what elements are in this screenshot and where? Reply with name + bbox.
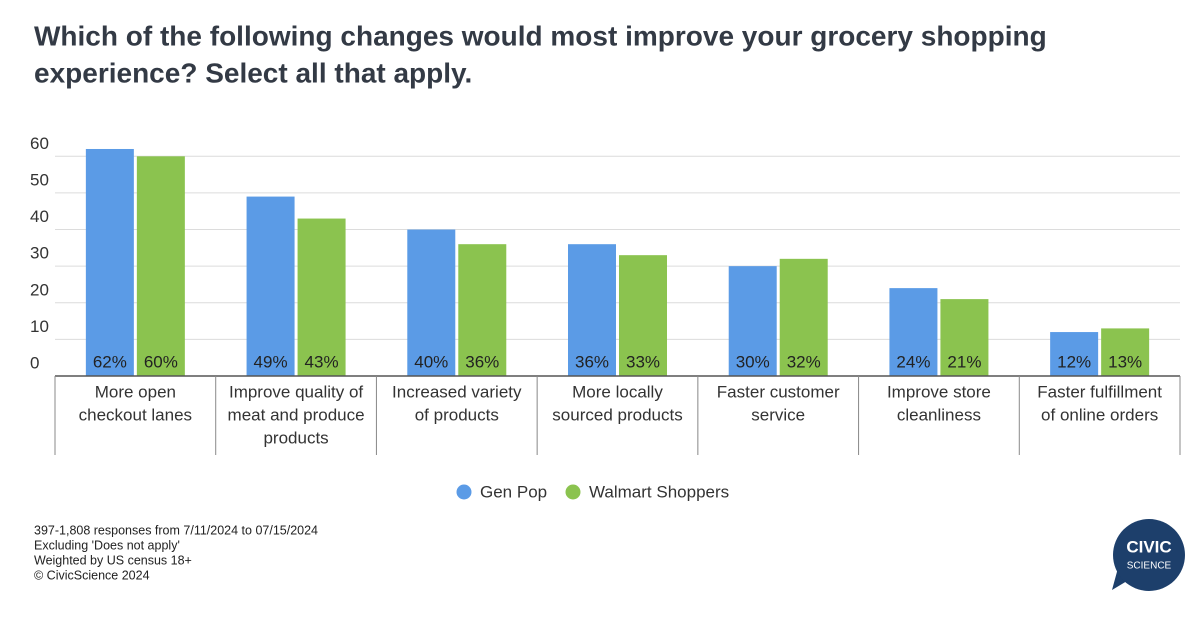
value-label: 32% xyxy=(787,352,821,371)
value-label: 21% xyxy=(947,352,981,371)
bar xyxy=(246,196,295,376)
x-tick-label: sourced products xyxy=(552,405,682,424)
x-tick-label: products xyxy=(263,428,328,447)
value-label: 33% xyxy=(626,352,660,371)
bar xyxy=(297,218,346,376)
bar xyxy=(85,148,134,376)
bar xyxy=(407,229,456,376)
value-label: 13% xyxy=(1108,352,1142,371)
x-tick-label: Faster customer xyxy=(717,382,840,401)
value-label: 30% xyxy=(736,352,770,371)
bar xyxy=(1050,332,1099,376)
bar xyxy=(779,258,828,376)
y-tick-label: 0 xyxy=(30,353,39,372)
bar xyxy=(136,156,185,376)
x-tick-label: of products xyxy=(415,405,499,424)
x-tick-label: service xyxy=(751,405,805,424)
x-tick-label: More locally xyxy=(572,382,663,401)
x-tick-label: checkout lanes xyxy=(79,405,192,424)
chart-title: Which of the following changes would mos… xyxy=(34,20,1047,51)
x-tick-label: Faster fulfillment xyxy=(1037,382,1162,401)
footnote: 397-1,808 responses from 7/11/2024 to 07… xyxy=(34,523,318,537)
footnote: Excluding 'Does not apply' xyxy=(34,538,180,552)
value-label: 12% xyxy=(1057,352,1091,371)
legend-label: Walmart Shoppers xyxy=(589,482,729,501)
logo: CIVIC SCIENCE xyxy=(1112,519,1185,591)
y-tick-label: 30 xyxy=(30,244,49,263)
value-label: 36% xyxy=(465,352,499,371)
x-tick-label: Increased variety xyxy=(392,382,522,401)
x-tick-label: Improve store xyxy=(887,382,991,401)
legend-marker xyxy=(565,484,581,500)
value-label: 43% xyxy=(305,352,339,371)
y-tick-label: 20 xyxy=(30,280,49,299)
x-tick-label: of online orders xyxy=(1041,405,1158,424)
bar xyxy=(889,288,938,376)
logo-text: SCIENCE xyxy=(1127,561,1172,572)
bar xyxy=(458,244,507,376)
x-tick-label: More open xyxy=(95,382,176,401)
y-tick-label: 10 xyxy=(30,317,49,336)
value-label: 40% xyxy=(414,352,448,371)
chart-title: experience? Select all that apply. xyxy=(34,57,472,88)
x-tick-label: meat and produce xyxy=(228,405,365,424)
bar xyxy=(940,299,989,376)
y-tick-label: 40 xyxy=(30,207,49,226)
value-label: 49% xyxy=(254,352,288,371)
legend-label: Gen Pop xyxy=(480,482,547,501)
footnote: Weighted by US census 18+ xyxy=(34,553,192,567)
bar xyxy=(1101,328,1150,376)
bar xyxy=(568,244,616,376)
x-tick-label: Improve quality of xyxy=(229,382,363,401)
bar xyxy=(728,266,777,376)
value-label: 36% xyxy=(575,352,609,371)
footnote: © CivicScience 2024 xyxy=(34,568,150,582)
legend-marker xyxy=(456,484,472,500)
value-label: 62% xyxy=(93,352,127,371)
y-tick-label: 50 xyxy=(30,170,49,189)
bar xyxy=(619,255,667,376)
y-tick-label: 60 xyxy=(30,134,49,153)
logo-text: CIVIC xyxy=(1126,537,1171,556)
x-tick-label: cleanliness xyxy=(897,405,981,424)
value-label: 24% xyxy=(896,352,930,371)
value-label: 60% xyxy=(144,352,178,371)
